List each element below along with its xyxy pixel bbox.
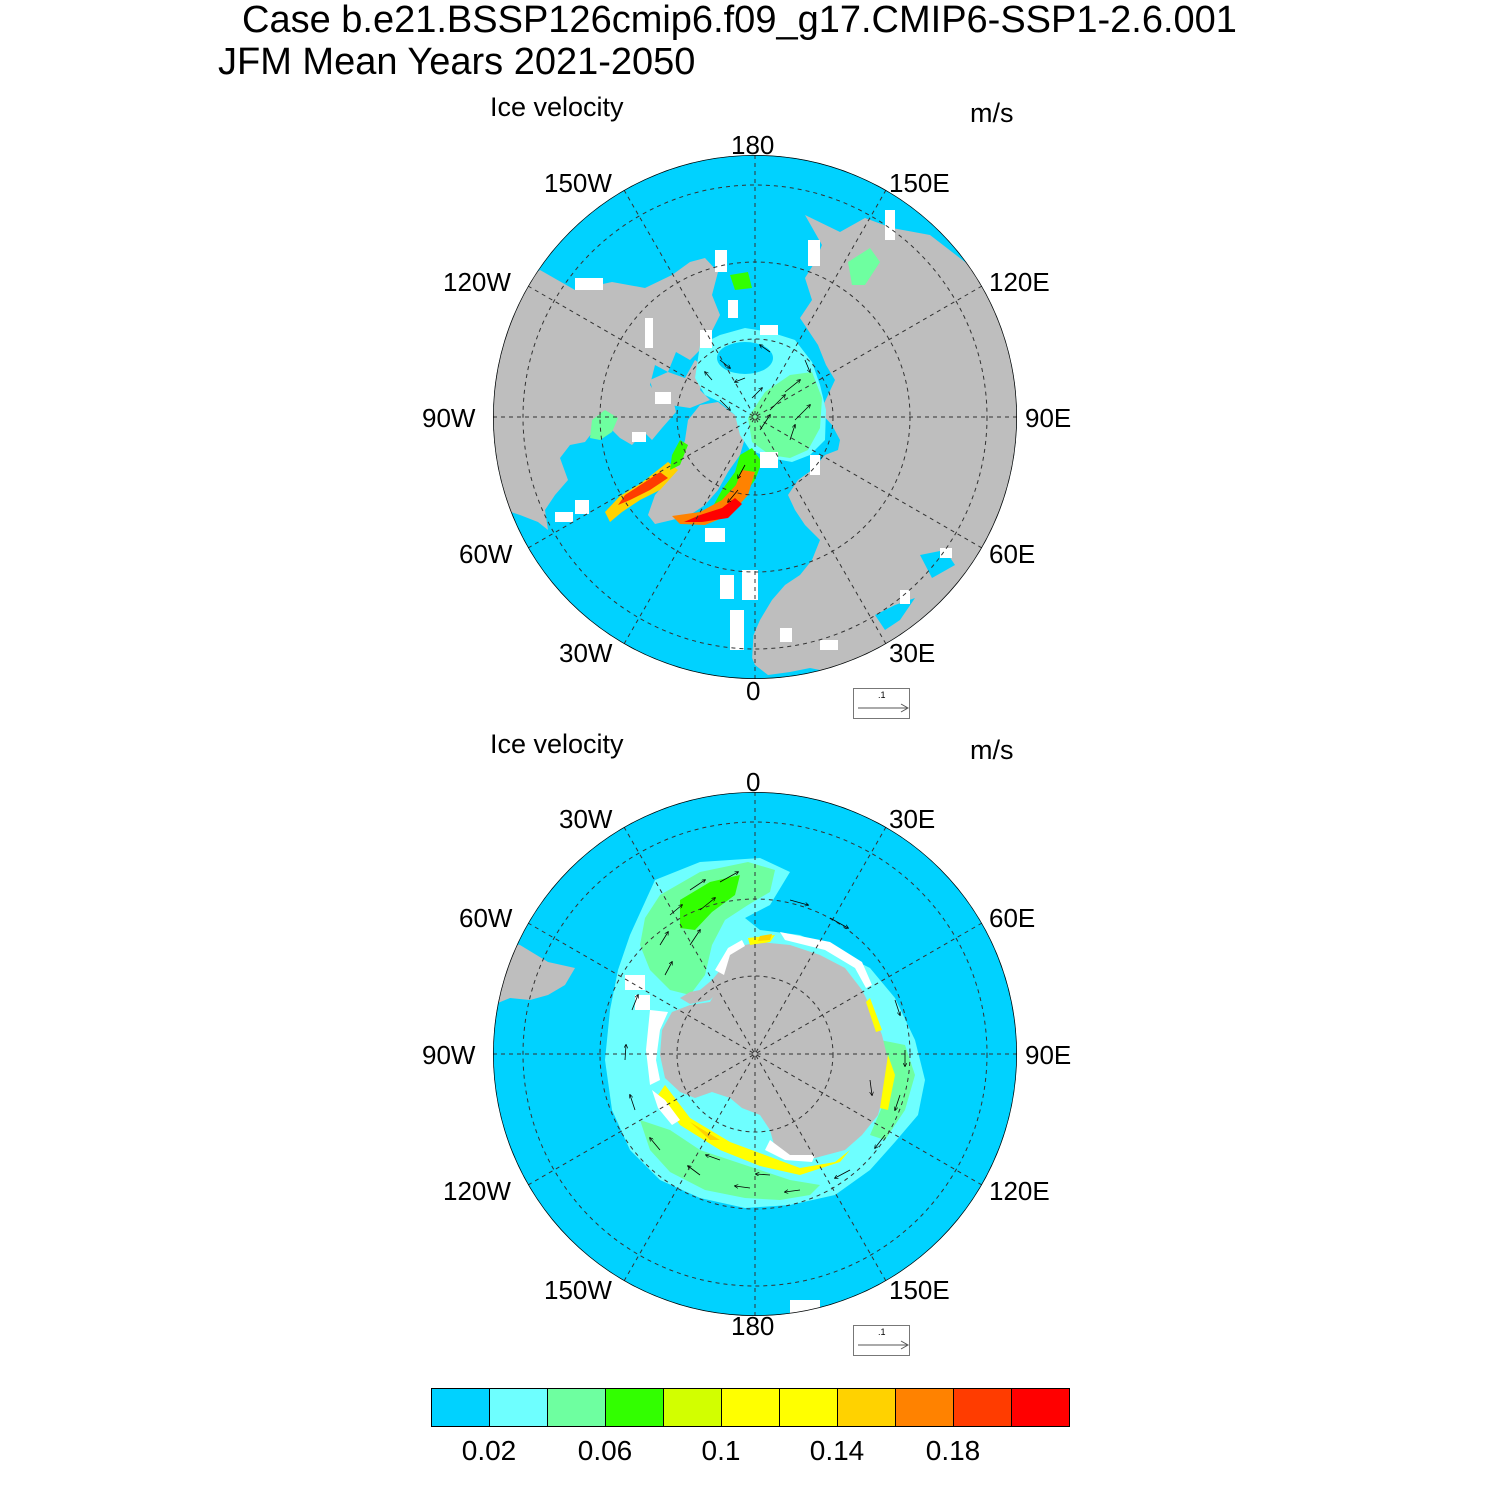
- north-lon-label-lower-left: 60W: [459, 539, 513, 569]
- north-lon-label-bottom-left: 30W: [559, 638, 613, 668]
- colorbar-box: [895, 1388, 954, 1427]
- south-lon-label-top-right: 30E: [889, 804, 936, 834]
- okhotsk-ice: [848, 248, 880, 285]
- colorbar-box: [663, 1388, 722, 1427]
- colorbar-label: 0.18: [925, 1435, 981, 1466]
- south-lon-label-right: 90E: [1025, 1040, 1072, 1070]
- south-missing-data: [625, 932, 872, 1314]
- south-reference-vector-value: .1: [878, 1327, 886, 1337]
- south-lon-label-top: 0: [746, 767, 761, 797]
- north-lon-label-left: 90W: [422, 403, 476, 433]
- colorbar-label: 0.06: [577, 1435, 633, 1466]
- south-panel-title: Ice velocity: [490, 729, 624, 759]
- north-missing-data: [555, 210, 952, 650]
- south-lon-label-lower-left: 120W: [443, 1176, 511, 1206]
- north-lon-label-upper-left: 120W: [443, 267, 511, 297]
- north-panel-title: Ice velocity: [490, 92, 624, 122]
- colorbar-box: [489, 1388, 548, 1427]
- north-lon-label-top-left: 150W: [544, 168, 612, 198]
- south-panel-units: m/s: [970, 735, 1014, 765]
- south-lon-label-bottom-right: 150E: [889, 1275, 950, 1305]
- north-velocity-vectors: [705, 345, 810, 502]
- weddell-sea-ice: [640, 862, 775, 995]
- north-lon-label-top: 180: [731, 130, 775, 160]
- south-graticule: [493, 792, 1017, 1316]
- east-greenland-current-max: [684, 498, 742, 522]
- south-reference-vector: .1: [853, 1325, 910, 1356]
- colorbar-box: [431, 1388, 490, 1427]
- antarctic-peninsula: [680, 968, 725, 1004]
- reference-arrow-icon: [858, 703, 909, 713]
- ross-sea-ice: [640, 1120, 820, 1200]
- north-polar-map: [493, 155, 1017, 679]
- south-polar-map: [493, 792, 1017, 1316]
- colorbar-box: [605, 1388, 664, 1427]
- colorbar-label: 0.14: [809, 1435, 865, 1466]
- colorbar-box: [1011, 1388, 1070, 1427]
- antarctica-land: [660, 942, 888, 1158]
- colorbar-box: [837, 1388, 896, 1427]
- south-lon-label-bottom-left: 150W: [544, 1275, 612, 1305]
- colorbar-label: 0.1: [701, 1435, 741, 1466]
- baffin-bay-jet-max: [618, 472, 668, 505]
- colorbar-box: [721, 1388, 780, 1427]
- colorbar-box: [547, 1388, 606, 1427]
- south-america-land: [493, 940, 575, 1005]
- south-lon-label-upper-left: 60W: [459, 903, 513, 933]
- north-graticule: [493, 155, 1017, 679]
- baltic-sea: [875, 598, 915, 630]
- north-reference-vector: .1: [853, 688, 910, 719]
- north-lon-label-right: 90E: [1025, 403, 1072, 433]
- transpolar-drift: [748, 372, 822, 458]
- colorbar-label: 0.02: [461, 1435, 517, 1466]
- colorbar-box: [779, 1388, 838, 1427]
- north-lon-label-bottom-right: 30E: [889, 638, 936, 668]
- greenland-land: [648, 402, 745, 524]
- north-panel-units: m/s: [970, 98, 1014, 128]
- north-lon-label-top-right: 150E: [889, 168, 950, 198]
- south-lon-label-lower-right: 120E: [989, 1176, 1050, 1206]
- north-reference-vector-value: .1: [878, 690, 886, 700]
- colorbar-box: [953, 1388, 1012, 1427]
- figure-title-line2: JFM Mean Years 2021-2050: [218, 41, 696, 83]
- bering-ice: [730, 272, 752, 290]
- beaufort-gyre-center: [717, 342, 773, 374]
- north-lon-label-upper-right: 120E: [989, 267, 1050, 297]
- north-lon-label-lower-right: 60E: [989, 539, 1036, 569]
- south-lon-label-top-left: 30W: [559, 804, 613, 834]
- north-lon-label-bottom: 0: [746, 676, 761, 706]
- reference-arrow-icon: [858, 1340, 909, 1350]
- south-lon-label-left: 90W: [422, 1040, 476, 1070]
- south-lon-label-upper-right: 60E: [989, 903, 1036, 933]
- south-velocity-vectors: [625, 872, 905, 1192]
- south-lon-label-bottom: 180: [731, 1311, 775, 1341]
- north-america-land: [493, 258, 720, 530]
- labrador-jet: [670, 440, 688, 470]
- figure-title-line1: Case b.e21.BSSP126cmip6.f09_g17.CMIP6-SS…: [242, 0, 1237, 41]
